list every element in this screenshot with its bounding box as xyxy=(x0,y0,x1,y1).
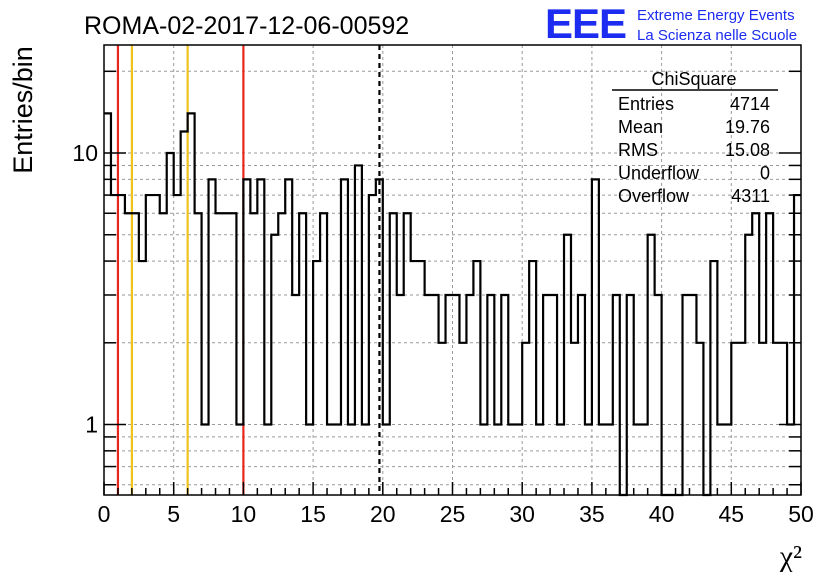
y-axis-label: Entries/bin xyxy=(8,46,38,174)
x-tick-labels: 0 5 10 15 20 25 30 35 40 45 50 xyxy=(98,501,814,527)
x-tick-label: 45 xyxy=(719,501,745,527)
stats-label-rms: RMS xyxy=(618,140,658,160)
stats-value-entries: 4714 xyxy=(730,94,770,114)
x-tick-label: 40 xyxy=(649,501,675,527)
x-tick-label: 5 xyxy=(167,501,180,527)
eee-logo-line2: La Scienza nelle Scuole xyxy=(637,27,798,44)
x-tick-label: 50 xyxy=(788,501,814,527)
stats-label-underflow: Underflow xyxy=(618,163,700,183)
chart-title: ROMA-02-2017-12-06-00592 xyxy=(84,12,409,40)
stats-box-title: ChiSquare xyxy=(651,69,736,89)
stats-box: ChiSquare Entries 4714 Mean 19.76 RMS 15… xyxy=(612,69,778,206)
y-tick-labels: 1 10 xyxy=(72,140,98,437)
x-tick-label: 10 xyxy=(231,501,257,527)
x-tick-label: 30 xyxy=(509,501,535,527)
stats-value-underflow: 0 xyxy=(760,163,770,183)
x-axis-label: χ² xyxy=(779,540,802,572)
stats-label-entries: Entries xyxy=(618,94,674,114)
axis-ticks xyxy=(103,70,802,495)
stats-value-overflow: 4311 xyxy=(731,186,770,206)
stats-label-mean: Mean xyxy=(618,117,663,137)
eee-logo-line1: Extreme Energy Events xyxy=(637,7,795,24)
x-tick-label: 0 xyxy=(98,501,111,527)
eee-logo-mark: EEE xyxy=(545,0,627,47)
x-tick-label: 25 xyxy=(440,501,466,527)
stats-value-mean: 19.76 xyxy=(725,117,770,137)
y-tick-label: 1 xyxy=(85,412,98,438)
x-tick-label: 20 xyxy=(370,501,396,527)
stats-label-overflow: Overflow xyxy=(618,186,690,206)
x-tick-label: 15 xyxy=(300,501,326,527)
y-tick-label: 10 xyxy=(72,140,98,166)
stats-value-rms: 15.08 xyxy=(725,140,770,160)
x-tick-label: 35 xyxy=(579,501,605,527)
